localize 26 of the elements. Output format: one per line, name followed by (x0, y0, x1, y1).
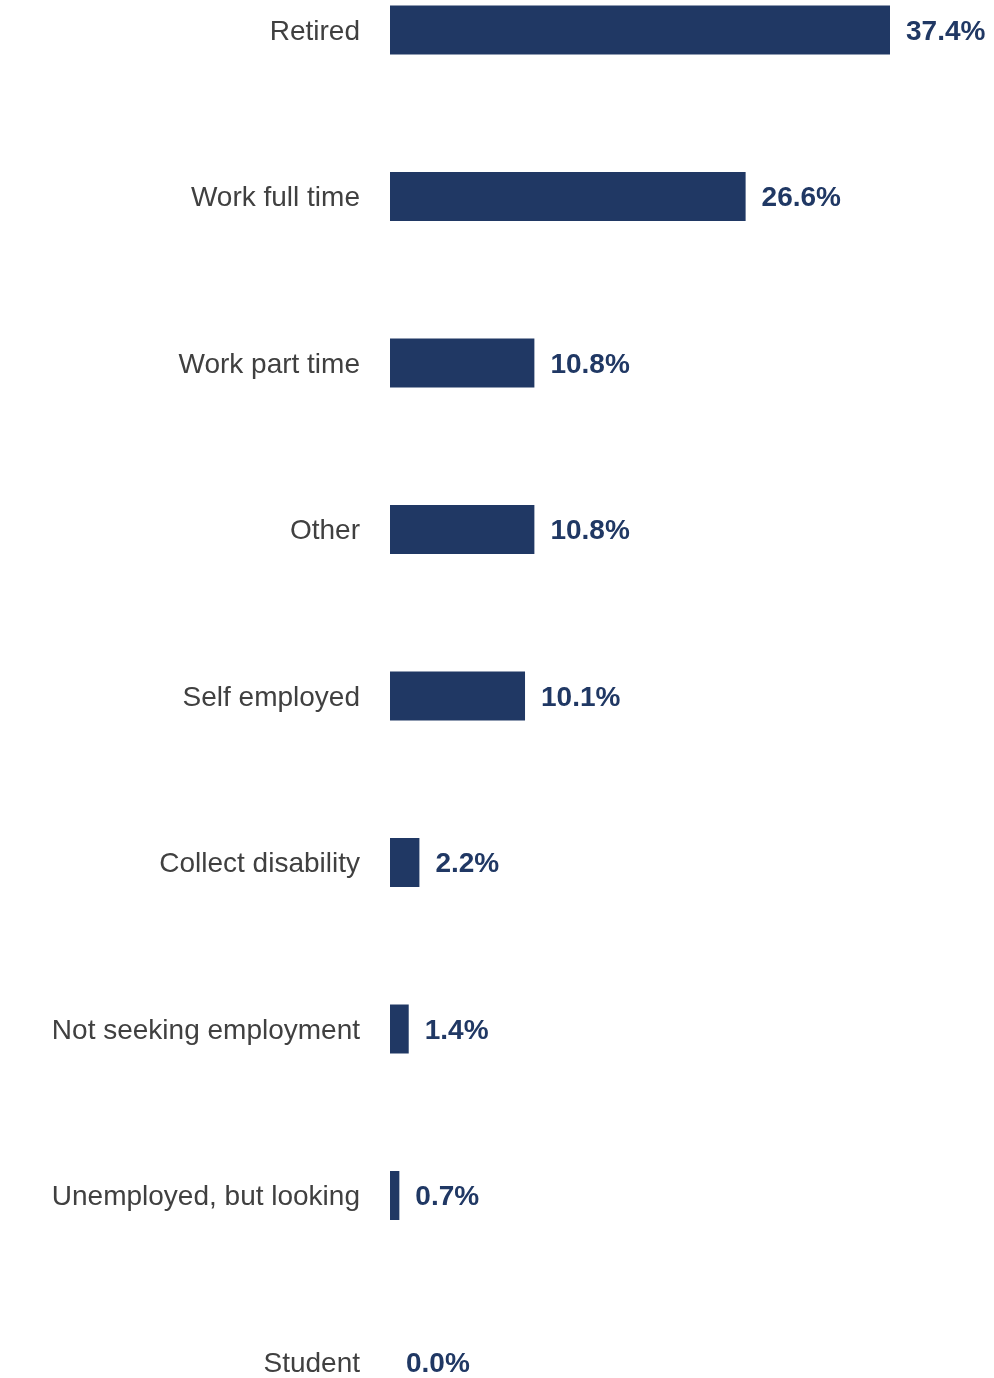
data-label: 0.7% (415, 1180, 480, 1211)
bar (390, 1004, 409, 1054)
y-tick-label: Self employed (182, 680, 360, 712)
y-tick-label: Work part time (178, 347, 360, 379)
y-tick-label: Retired (269, 14, 360, 46)
bar (390, 1171, 400, 1220)
data-label: 10.8% (550, 514, 630, 545)
data-label: 37.4% (906, 14, 986, 46)
y-tick-label: Student (263, 1346, 361, 1378)
data-label: 1.4% (424, 1013, 489, 1045)
y-tick-label: Unemployed, but looking (51, 1180, 360, 1211)
data-label: 10.1% (541, 680, 621, 712)
bar (390, 838, 420, 887)
data-label: 0.0% (406, 1346, 470, 1378)
data-label: 26.6% (761, 181, 842, 212)
bar (390, 338, 535, 388)
y-tick-label: Work full time (190, 181, 360, 212)
bar (390, 505, 535, 554)
data-label: 10.8% (550, 347, 630, 379)
data-label: 2.2% (435, 847, 500, 878)
y-tick-label: Collect disability (159, 847, 360, 878)
y-tick-label: Other (289, 514, 360, 545)
bar (390, 671, 526, 721)
bar (390, 172, 746, 221)
bar (390, 5, 890, 55)
y-tick-label: Not seeking employment (51, 1013, 361, 1045)
